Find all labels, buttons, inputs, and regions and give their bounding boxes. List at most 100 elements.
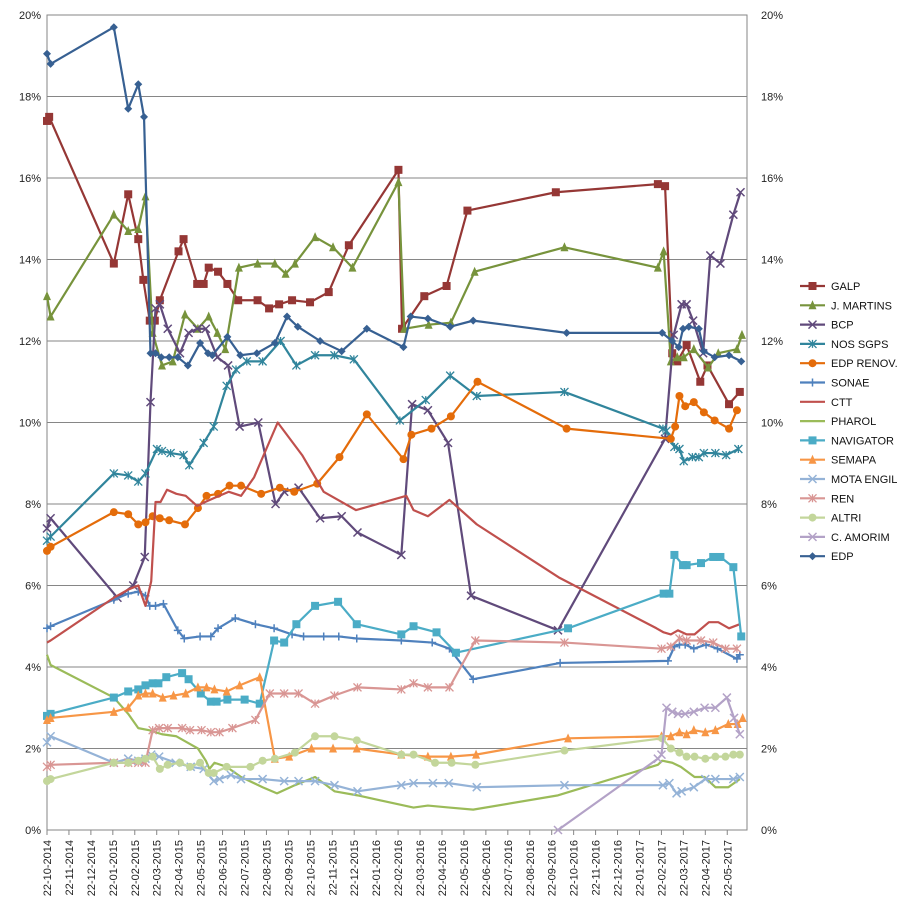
data-point-edp-renov: [699, 408, 708, 417]
data-point-altri: [311, 732, 320, 741]
data-point-bcp: [407, 399, 417, 409]
data-point-edp: [223, 332, 232, 341]
data-point-j-martins: [204, 311, 213, 321]
data-point-j-martins: [737, 329, 746, 339]
data-point-nos-sgps: [472, 391, 482, 401]
data-point-nos-sgps: [559, 387, 569, 397]
data-point-j-martins: [673, 352, 682, 362]
y-tick-label-left: 10%: [19, 418, 41, 430]
data-point-altri: [148, 752, 157, 761]
data-point-navigator: [716, 552, 725, 561]
data-point-nos-sgps: [421, 395, 431, 405]
data-point-nos-sgps: [109, 468, 119, 478]
data-point-edp-renov: [732, 406, 741, 415]
data-point-bcp: [396, 550, 406, 560]
x-tick-label: 22-04-2017: [700, 840, 712, 896]
data-point-edp-renov: [141, 518, 150, 527]
data-point-mota-engil: [664, 778, 674, 788]
data-point-ren: [265, 689, 275, 698]
data-point-bcp: [736, 187, 746, 197]
x-tick-label: 22-09-2016: [547, 840, 559, 896]
legend-label-pharol: PHAROL: [831, 416, 876, 428]
data-point-altri: [729, 750, 738, 759]
data-point-j-martins: [124, 225, 133, 235]
data-point-ren: [250, 715, 260, 725]
data-point-bcp: [184, 328, 194, 338]
legend-marker-edp: [808, 552, 817, 561]
data-point-edp: [658, 328, 667, 337]
data-point-galp: [193, 279, 202, 288]
data-point-edp: [173, 353, 182, 362]
data-point-galp: [735, 387, 744, 396]
legend-label-navigator: NAVIGATOR: [831, 435, 894, 447]
x-tick-label: 22-09-2015: [283, 840, 295, 896]
data-point-altri: [735, 750, 744, 759]
data-point-sonae: [173, 626, 182, 635]
x-tick-label: 22-05-2017: [722, 840, 734, 896]
data-point-sonae: [270, 624, 279, 633]
data-point-ren: [46, 760, 56, 770]
legend-label-edp: EDP: [831, 551, 854, 563]
x-tick-label: 22-01-2016: [371, 840, 383, 896]
data-point-semapa: [285, 751, 294, 761]
data-point-galp: [288, 296, 297, 305]
data-point-nos-sgps: [330, 350, 339, 360]
data-point-edp: [399, 343, 408, 352]
data-point-semapa: [141, 688, 150, 698]
data-point-nos-sgps: [721, 450, 731, 460]
data-point-edp: [406, 312, 415, 321]
legend-marker-mota-engil: [807, 474, 818, 484]
data-point-sonae: [151, 601, 160, 610]
data-point-sonae: [352, 634, 361, 643]
data-point-j-martins: [157, 360, 166, 370]
data-point-mota-engil: [658, 780, 668, 790]
data-point-bcp: [728, 210, 738, 220]
data-point-altri: [290, 748, 299, 757]
data-point-ren: [396, 684, 406, 694]
legend-label-ren: REN: [831, 493, 854, 505]
data-point-semapa: [148, 688, 157, 698]
data-point-edp-renov: [407, 430, 416, 439]
data-point-navigator: [564, 624, 573, 633]
data-point-bcp: [271, 499, 281, 509]
y-tick-label-right: 2%: [761, 744, 777, 756]
data-point-ren: [206, 727, 216, 737]
data-point-ren: [720, 644, 730, 654]
data-point-edp: [737, 357, 746, 366]
data-point-edp-renov: [681, 402, 690, 411]
y-tick-label-left: 14%: [19, 255, 41, 267]
legend-label-c-amorim: C. AMORIM: [831, 532, 890, 544]
data-point-semapa: [46, 712, 55, 722]
data-point-ren: [674, 634, 684, 643]
data-point-edp: [124, 104, 133, 113]
data-point-nos-sgps: [445, 371, 455, 381]
data-point-galp: [223, 279, 232, 288]
data-point-semapa: [181, 688, 190, 698]
data-point-edp-renov: [290, 487, 299, 496]
data-point-mota-engil: [672, 788, 682, 798]
data-point-ren: [682, 636, 692, 645]
data-point-nos-sgps: [157, 446, 167, 456]
data-point-altri: [163, 760, 172, 769]
data-point-c-amorim: [710, 703, 720, 713]
y-tick-label-left: 12%: [19, 336, 41, 348]
legend-label-ctt: CTT: [831, 397, 853, 409]
x-tick-label: 22-03-2015: [152, 840, 164, 896]
x-tick-label: 22-08-2015: [261, 840, 273, 896]
data-point-navigator: [334, 597, 343, 606]
y-tick-label-right: 14%: [761, 255, 783, 267]
data-point-j-martins: [329, 242, 338, 252]
data-point-ren: [163, 723, 173, 733]
x-tick-label: 22-10-2016: [569, 840, 581, 896]
data-point-navigator: [682, 561, 691, 570]
data-point-edp: [337, 347, 346, 356]
data-point-sonae: [196, 632, 205, 641]
data-point-altri: [330, 732, 339, 741]
data-point-c-amorim: [680, 709, 690, 719]
data-point-navigator: [729, 563, 738, 572]
data-point-edp: [165, 353, 174, 362]
data-point-navigator: [240, 695, 249, 704]
data-point-altri: [682, 752, 691, 761]
data-point-ren: [732, 644, 742, 654]
data-point-nos-sgps: [141, 468, 150, 478]
